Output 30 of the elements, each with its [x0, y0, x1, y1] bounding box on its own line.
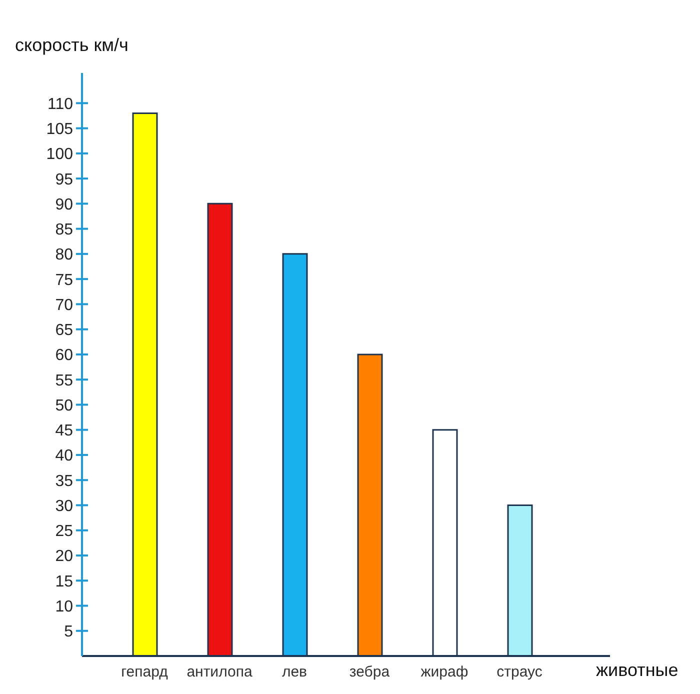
- y-tick-label: 75: [55, 272, 74, 289]
- y-tick-label: 40: [55, 448, 74, 465]
- y-tick-label: 55: [55, 372, 74, 390]
- y-tick-label: 85: [55, 222, 74, 239]
- y-tick-label: 50: [55, 397, 74, 414]
- y-tick-label: 65: [55, 322, 74, 340]
- y-tick-label: 110: [47, 96, 74, 113]
- y-tick-label: 60: [55, 347, 74, 364]
- y-tick-label: 105: [46, 121, 74, 138]
- x-tick-label: жираф: [420, 664, 468, 681]
- y-tick-label: 5: [64, 624, 74, 641]
- x-tick-label: гепард: [121, 664, 168, 681]
- x-axis-title: животные: [596, 660, 678, 680]
- y-tick-label: 15: [55, 573, 74, 590]
- y-tick-label: 20: [55, 548, 74, 566]
- y-tick-label: 95: [55, 171, 74, 188]
- y-tick-label: 70: [55, 296, 74, 314]
- y-tick-label: 10: [55, 598, 74, 616]
- y-tick-label: 25: [55, 523, 74, 540]
- y-tick-label: 90: [55, 196, 74, 214]
- y-tick-label: 35: [55, 472, 74, 490]
- y-tick-label: 80: [55, 246, 74, 264]
- x-tick-label: лев: [282, 664, 308, 681]
- y-axis-title: скорость км/ч: [15, 35, 128, 55]
- x-tick-label: страус: [496, 664, 543, 681]
- y-tick-label: 45: [55, 422, 74, 440]
- x-tick-label: антилопа: [186, 664, 253, 681]
- y-tick-label: 30: [55, 498, 74, 515]
- x-tick-label: зебра: [349, 664, 390, 681]
- y-tick-label: 100: [46, 146, 74, 164]
